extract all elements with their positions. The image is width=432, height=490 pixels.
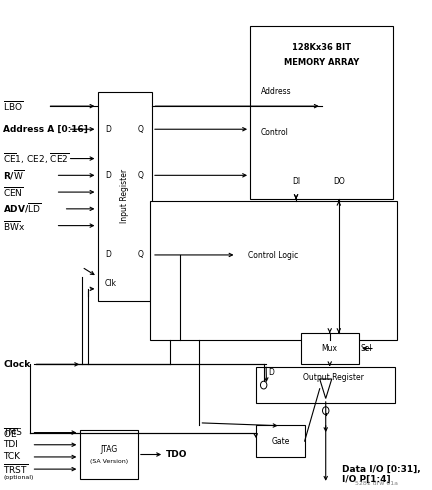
Text: Gate: Gate bbox=[271, 437, 290, 445]
Text: Clk: Clk bbox=[105, 279, 117, 289]
Text: Clock: Clock bbox=[3, 360, 31, 369]
Text: Address: Address bbox=[260, 87, 291, 96]
Text: D: D bbox=[105, 125, 111, 134]
Text: Output Register: Output Register bbox=[303, 372, 364, 382]
Text: TMS: TMS bbox=[3, 428, 22, 437]
Text: (optional): (optional) bbox=[3, 475, 34, 480]
FancyBboxPatch shape bbox=[98, 92, 152, 301]
Text: Mux: Mux bbox=[322, 344, 338, 353]
FancyBboxPatch shape bbox=[301, 333, 359, 365]
Text: TDI: TDI bbox=[3, 440, 18, 449]
Text: $\overline{\rm BW}$x: $\overline{\rm BW}$x bbox=[3, 219, 25, 233]
Text: Sel: Sel bbox=[361, 344, 372, 353]
Text: Q: Q bbox=[137, 250, 143, 259]
Text: R/$\overline{\rm W}$: R/$\overline{\rm W}$ bbox=[3, 169, 25, 182]
Text: I/O P[1:4]: I/O P[1:4] bbox=[342, 475, 391, 484]
Text: JTAG: JTAG bbox=[100, 445, 118, 454]
Text: Q: Q bbox=[137, 125, 143, 134]
FancyBboxPatch shape bbox=[251, 26, 393, 199]
Text: Control Logic: Control Logic bbox=[248, 251, 299, 261]
Text: $\overline{\rm CEN}$: $\overline{\rm CEN}$ bbox=[3, 185, 24, 199]
Text: Q: Q bbox=[137, 171, 143, 180]
Text: $\overline{\rm TRST}$: $\overline{\rm TRST}$ bbox=[3, 462, 29, 476]
Text: 128Kx36 BIT: 128Kx36 BIT bbox=[292, 43, 351, 52]
Text: Control: Control bbox=[260, 128, 288, 138]
Text: TCK: TCK bbox=[3, 452, 20, 462]
Text: ADV/$\overline{\rm LD}$: ADV/$\overline{\rm LD}$ bbox=[3, 202, 42, 216]
FancyBboxPatch shape bbox=[257, 425, 305, 457]
Text: Input Register: Input Register bbox=[121, 169, 130, 223]
Text: MEMORY ARRAY: MEMORY ARRAY bbox=[284, 58, 359, 67]
FancyBboxPatch shape bbox=[80, 430, 138, 479]
Text: DI: DI bbox=[292, 177, 300, 186]
Text: 5281 drw 01a: 5281 drw 01a bbox=[355, 481, 398, 486]
Text: $\overline{\rm OE}$: $\overline{\rm OE}$ bbox=[3, 426, 18, 440]
Text: D: D bbox=[105, 171, 111, 180]
FancyBboxPatch shape bbox=[150, 201, 397, 340]
Text: $\overline{\rm CE}$1, CE2, $\overline{\rm CE2}$: $\overline{\rm CE}$1, CE2, $\overline{\r… bbox=[3, 151, 70, 166]
Text: (SA Version): (SA Version) bbox=[90, 459, 128, 465]
Text: Data I/O [0:31],: Data I/O [0:31], bbox=[342, 465, 420, 474]
Text: TDO: TDO bbox=[166, 450, 187, 459]
FancyBboxPatch shape bbox=[257, 367, 395, 403]
Text: $\overline{\rm LBO}$: $\overline{\rm LBO}$ bbox=[3, 99, 24, 113]
Text: D: D bbox=[105, 250, 111, 259]
Text: D: D bbox=[269, 368, 274, 377]
Text: Address A [0:16]: Address A [0:16] bbox=[3, 125, 88, 134]
Text: DO: DO bbox=[333, 177, 345, 186]
